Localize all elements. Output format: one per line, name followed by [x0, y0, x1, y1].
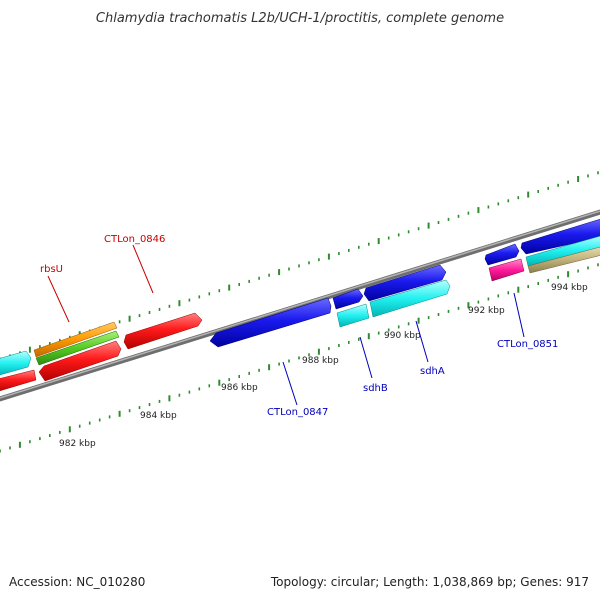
tick-label-986kbp: 986 kbp — [221, 383, 258, 393]
gene-feature-blue-upper[interactable] — [363, 264, 447, 302]
tick-label-994kbp: 994 kbp — [551, 283, 588, 293]
gene-feature-blue-right-long[interactable] — [520, 218, 600, 255]
gene-feature-red-CTLon_0846[interactable] — [123, 312, 203, 350]
gene-label-CTLon_0851[interactable]: CTLon_0851 — [497, 339, 558, 350]
map-title: Chlamydia trachomatis L2b/UCH-1/proctiti… — [96, 11, 504, 26]
gene-feature-pink-CTLon_0851[interactable] — [488, 258, 525, 282]
outer-tick-row — [0, 171, 599, 361]
tick-label-992kbp: 992 kbp — [468, 306, 505, 316]
chromosome-backbone — [0, 209, 600, 402]
tick-label-990kbp: 990 kbp — [384, 331, 421, 341]
gene-feature-blue-right-short[interactable] — [484, 243, 520, 266]
tick-label-988kbp: 988 kbp — [302, 356, 339, 366]
genome-summary-text: Topology: circular; Length: 1,038,869 bp… — [270, 575, 589, 589]
gene-feature-tan-right[interactable] — [527, 246, 600, 274]
gene-feature-red-left[interactable] — [0, 369, 37, 392]
gene-label-CTLon_0847[interactable]: CTLon_0847 — [267, 407, 328, 418]
gene-label-CTLon_0846[interactable]: CTLon_0846 — [104, 234, 165, 245]
gene-feature-blue-CTLon_0847[interactable] — [209, 297, 332, 348]
gene-feature-cyan-left[interactable] — [0, 350, 32, 376]
tick-label-984kbp: 984 kbp — [140, 411, 177, 421]
gene-feature-blue-small[interactable] — [332, 288, 364, 310]
gene-label-rbsU[interactable]: rbsU — [40, 264, 63, 275]
gene-feature-green[interactable] — [35, 330, 120, 366]
gene-label-leaders — [47, 244, 525, 406]
gene-feature-orange[interactable] — [33, 321, 118, 358]
gene-feature-cyan-sdhA[interactable] — [369, 279, 451, 318]
inner-tick-row — [0, 263, 599, 453]
gene-feature-red-rbsU[interactable] — [38, 340, 122, 382]
gene-label-sdhB[interactable]: sdhB — [363, 383, 388, 394]
tick-label-982kbp: 982 kbp — [59, 439, 96, 449]
gene-feature-cyan-right[interactable] — [525, 235, 600, 267]
gene-features — [0, 218, 600, 392]
gene-label-sdhA[interactable]: sdhA — [420, 366, 445, 377]
accession-text: Accession: NC_010280 — [9, 575, 145, 589]
gene-feature-cyan-sdhB[interactable] — [336, 303, 370, 328]
